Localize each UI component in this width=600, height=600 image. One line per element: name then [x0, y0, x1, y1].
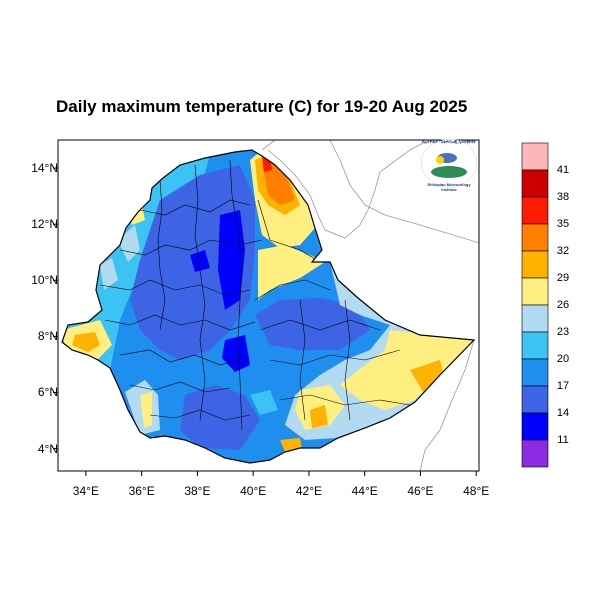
colorbar-label: 38 [556, 191, 570, 203]
plot-frame [57, 139, 480, 472]
map-title: Daily maximum temperature (C) for 19-20 … [56, 97, 468, 116]
axis-ticks [53, 167, 477, 476]
colorbar-swatch [521, 304, 549, 333]
colorbar-swatch [521, 385, 549, 414]
y-tick-label: 14°N [31, 161, 58, 176]
colorbar-label: 17 [556, 380, 570, 392]
colorbar-label: 23 [556, 326, 570, 338]
y-tick-label: 8°N [37, 329, 58, 344]
y-tick-label: 12°N [31, 217, 58, 232]
y-tick-label: 6°N [37, 385, 58, 400]
colorbar-label: 35 [556, 218, 570, 230]
colorbar-label: 32 [556, 245, 570, 257]
y-tick-label: 4°N [37, 441, 58, 456]
logo-text-bottom: Ethiopian Meteorology Institute [427, 182, 471, 192]
emi-logo [420, 138, 478, 188]
colorbar-swatch [521, 331, 549, 360]
colorbar-swatch [521, 196, 549, 225]
logo-text-top: የኢትዮጵያ ሜቴዎሮሎጂ ኢንስቲትዩት [422, 139, 476, 144]
colorbar-swatch [521, 277, 549, 306]
colorbar-label: 11 [557, 434, 569, 446]
x-tick-label: 44°E [351, 484, 378, 498]
x-tick-label: 42°E [295, 484, 322, 498]
colorbar-label: 41 [556, 164, 570, 176]
colorbar-label: 26 [556, 299, 570, 311]
x-tick-label: 40°E [240, 484, 267, 498]
temperature-field [62, 150, 474, 463]
admin-borders [99, 159, 411, 431]
colorbar-swatch [521, 169, 549, 198]
x-tick-label: 36°E [128, 484, 155, 498]
colorbar [521, 142, 549, 468]
colorbar-swatch [521, 412, 549, 441]
x-tick-label: 48°E [463, 484, 490, 498]
colorbar-swatch [521, 439, 549, 468]
colorbar-label: 29 [556, 272, 570, 284]
colorbar-swatch [521, 142, 549, 171]
colorbar-swatch [521, 250, 549, 279]
x-tick-label: 38°E [184, 484, 211, 498]
y-tick-label: 10°N [31, 273, 58, 288]
x-tick-label: 46°E [407, 484, 434, 498]
colorbar-swatch [521, 223, 549, 252]
x-tick-label: 34°E [72, 484, 99, 498]
colorbar-label: 20 [556, 353, 570, 365]
colorbar-label: 14 [556, 407, 570, 419]
colorbar-swatch [521, 358, 549, 387]
neighbor-borders [261, 140, 479, 471]
